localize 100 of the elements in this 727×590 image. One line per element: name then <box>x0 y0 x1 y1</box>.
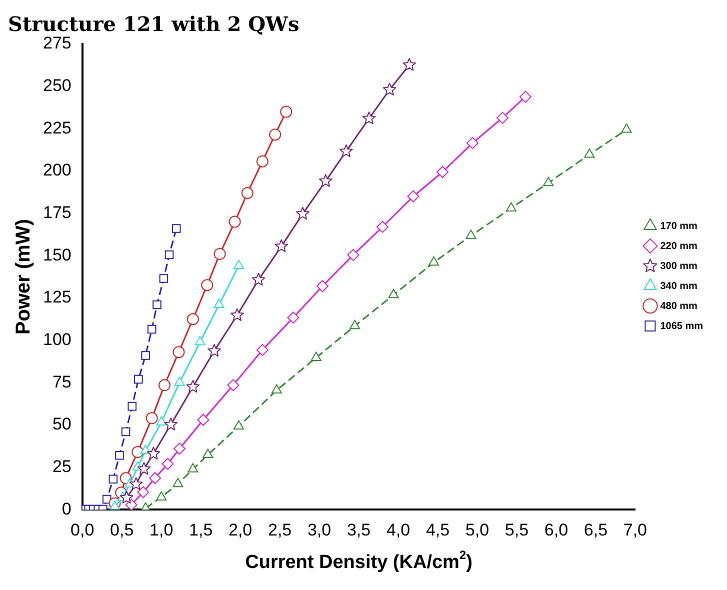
point <box>214 298 224 308</box>
x-tick-label: 2,5 <box>268 520 292 540</box>
point <box>146 446 160 460</box>
x-tick-label: 4,0 <box>386 520 410 540</box>
y-tick-label: 175 <box>42 202 72 222</box>
point <box>115 451 124 460</box>
x-tick-label: 2,0 <box>228 520 252 540</box>
point <box>121 427 130 436</box>
point <box>186 380 200 393</box>
point <box>296 206 310 220</box>
point <box>214 248 226 260</box>
point <box>202 448 214 458</box>
x-tick-label: 5,5 <box>504 520 529 540</box>
point <box>496 112 509 124</box>
point <box>208 344 221 357</box>
x-tick-label: 4,5 <box>426 520 450 540</box>
point <box>382 82 396 96</box>
point <box>287 312 300 324</box>
y-tick-label: 75 <box>52 372 72 392</box>
x-tick-label: 0,0 <box>70 520 94 540</box>
point <box>120 490 134 504</box>
point <box>280 106 292 118</box>
point <box>436 166 448 178</box>
legend-label: 340 mm <box>660 280 698 292</box>
point <box>362 111 376 124</box>
y-axis-title: Power (mW) <box>12 219 35 335</box>
point <box>132 446 144 458</box>
legend-label: 1065 mm <box>660 320 704 332</box>
point <box>147 324 156 334</box>
legend-label: 220 mm <box>660 240 698 252</box>
point <box>129 477 143 490</box>
point <box>256 155 268 168</box>
point <box>159 274 168 283</box>
point <box>230 308 244 321</box>
point <box>402 58 416 71</box>
point <box>172 346 185 358</box>
x-tick-label: 3,0 <box>307 520 332 540</box>
legend-label: 480 mm <box>660 300 698 312</box>
point <box>271 384 282 394</box>
y-tick-label: 125 <box>42 288 72 307</box>
x-tick-label: 5,0 <box>465 520 490 540</box>
y-tick-label: 225 <box>42 118 72 138</box>
x-tick-label: 0,5 <box>110 520 134 540</box>
point <box>164 250 174 260</box>
point <box>233 260 244 270</box>
point <box>172 224 181 233</box>
legend-label: 300 mm <box>660 260 698 272</box>
point <box>274 239 288 252</box>
point <box>227 379 240 392</box>
point <box>584 148 595 158</box>
point <box>318 174 332 187</box>
point <box>188 463 198 472</box>
y-tick-label: 150 <box>42 245 72 264</box>
point <box>350 320 360 330</box>
point <box>146 412 158 424</box>
point <box>269 128 282 141</box>
y-tick-label: 200 <box>42 160 72 180</box>
point <box>228 216 241 228</box>
point <box>376 220 388 233</box>
point <box>172 478 184 488</box>
point <box>108 474 118 484</box>
point <box>506 202 516 212</box>
point <box>141 351 150 360</box>
point <box>174 376 185 386</box>
x-tick-label: 1,5 <box>189 520 213 540</box>
point <box>339 144 353 158</box>
point <box>152 300 162 310</box>
y-tick-label: 275 <box>42 34 72 53</box>
chart-title: Structure 121 with 2 QWs <box>8 12 300 36</box>
point <box>137 486 150 498</box>
y-tick-label: 250 <box>42 76 72 96</box>
x-tick-label: 3,5 <box>346 520 371 540</box>
point <box>194 336 206 346</box>
point <box>109 500 120 510</box>
y-tick-label: 0 <box>62 499 72 518</box>
point <box>466 230 476 239</box>
point <box>310 352 322 361</box>
point <box>428 256 440 266</box>
point <box>233 420 244 430</box>
point <box>156 491 167 500</box>
point <box>407 190 420 202</box>
point <box>543 176 554 186</box>
point <box>347 248 360 261</box>
point <box>201 279 214 292</box>
point <box>158 379 170 392</box>
point <box>137 462 151 475</box>
y-tick-label: 100 <box>42 330 72 349</box>
point <box>252 272 266 286</box>
point <box>388 288 399 298</box>
point <box>186 313 199 326</box>
point <box>519 90 532 103</box>
y-tick-label: 25 <box>52 456 72 476</box>
point <box>164 418 178 430</box>
point <box>621 124 632 133</box>
x-tick-label: 1,0 <box>150 520 174 540</box>
point <box>156 416 167 426</box>
point <box>197 414 210 426</box>
x-tick-label: 6,0 <box>544 520 568 540</box>
x-tick-label: 6,5 <box>584 520 608 540</box>
x-tick-label: 7,0 <box>623 520 648 540</box>
